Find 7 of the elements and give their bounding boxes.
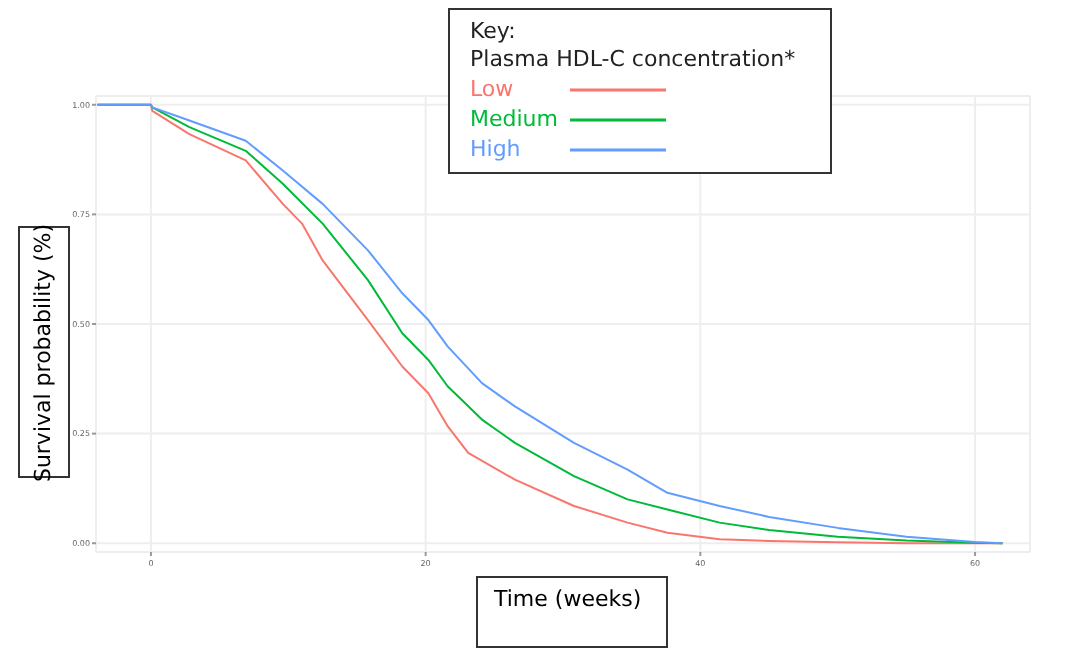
legend-label: Medium	[470, 104, 560, 134]
legend-label: High	[470, 134, 523, 164]
text: Low	[470, 74, 516, 104]
legend-title: Key: Plasma HDL-C concentration*	[470, 18, 798, 74]
line-series	[96, 103, 1004, 545]
y-axis-title: Survival probability (%)	[31, 222, 58, 482]
x-axis-title: Time (weeks)	[476, 576, 668, 648]
